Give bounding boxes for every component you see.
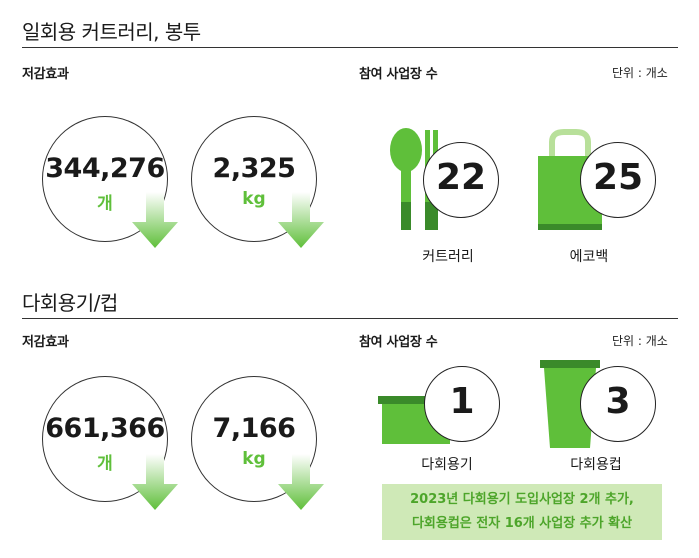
down-arrow-icon: [278, 454, 324, 510]
section2-unit-note: 단위 : 개소: [612, 334, 668, 348]
count-badge: 25: [580, 142, 656, 218]
reduction-circle-count: 344,276 개: [42, 116, 168, 242]
section2-participants-label: 참여 사업장 수: [359, 335, 438, 350]
reduction-unit: kg: [242, 449, 266, 469]
note-box: 2023년 다회용기 도입사업장 2개 추가, 다회용컵은 전자 16개 사업장…: [382, 484, 662, 540]
down-arrow-icon: [132, 192, 178, 248]
section1-participants-label: 참여 사업장 수: [359, 67, 438, 82]
section2-reduction-label: 저감효과: [22, 335, 69, 350]
count-value: 1: [449, 381, 475, 422]
count-value: 3: [605, 381, 631, 422]
item-label-cup: 다회용컵: [570, 457, 622, 473]
reduction-circle-weight: 7,166 kg: [191, 376, 317, 502]
reduction-value: 7,166: [212, 413, 296, 444]
count-badge: 22: [423, 142, 499, 218]
section2-divider: [22, 318, 678, 319]
note-line: 2023년 다회용기 도입사업장 2개 추가,: [410, 492, 634, 507]
down-arrow-icon: [278, 192, 324, 248]
section1-reduction-label: 저감효과: [22, 67, 69, 82]
section1-title: 일회용 커트러리, 봉투: [22, 20, 201, 44]
down-arrow-icon: [132, 454, 178, 510]
section2-title: 다회용기/컵: [22, 291, 118, 315]
reduction-value: 344,276: [45, 153, 165, 184]
item-label-cutlery: 커트러리: [422, 249, 474, 265]
count-value: 22: [435, 157, 487, 198]
count-badge: 1: [424, 366, 500, 442]
section1-unit-note: 단위 : 개소: [612, 66, 668, 80]
count-badge: 3: [580, 366, 656, 442]
reduction-unit: kg: [242, 189, 266, 209]
section1-divider: [22, 47, 678, 48]
reduction-value: 2,325: [212, 153, 296, 184]
count-value: 25: [592, 157, 644, 198]
reduction-unit: 개: [97, 194, 113, 214]
item-label-container: 다회용기: [421, 457, 473, 473]
reduction-value: 661,366: [45, 413, 165, 444]
note-line: 다회용컵은 전자 16개 사업장 추가 확산: [411, 516, 633, 531]
reduction-unit: 개: [97, 454, 113, 474]
item-label-ecobag: 에코백: [569, 249, 609, 265]
